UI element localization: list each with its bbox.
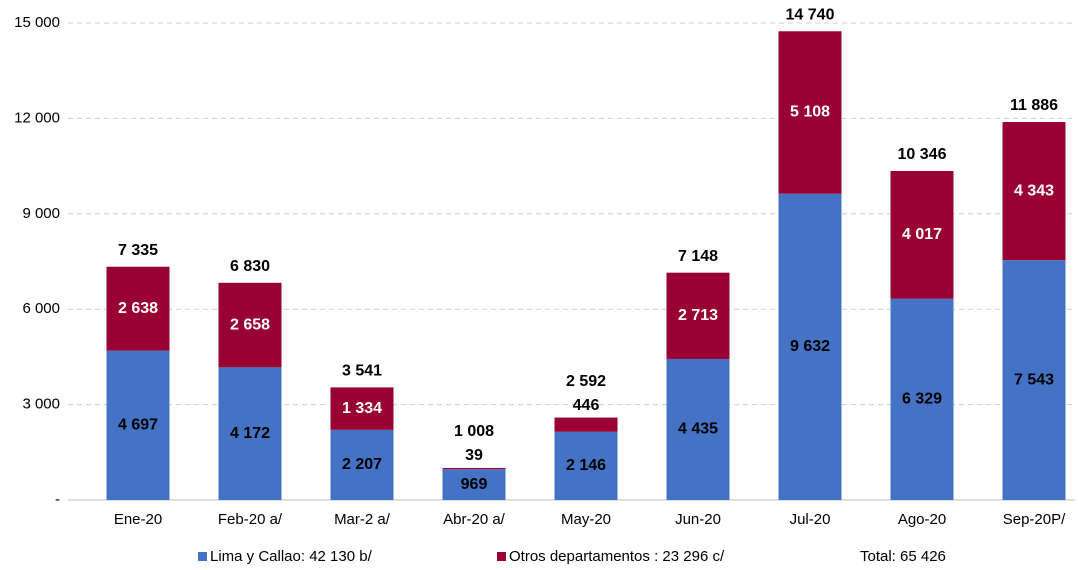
total-label: 10 346 <box>898 146 947 163</box>
y-tick-label: - <box>55 491 60 508</box>
data-label: 7 543 <box>1014 371 1054 388</box>
legend-label: Lima y Callao: 42 130 b/ <box>210 548 373 565</box>
data-label: 2 638 <box>118 300 158 317</box>
y-tick-label: 15 000 <box>14 14 60 31</box>
y-tick-label: 12 000 <box>14 109 60 126</box>
total-label: 7 148 <box>678 248 718 265</box>
total-label: 7 335 <box>118 242 158 259</box>
legend-label: Otros departamentos : 23 296 c/ <box>509 548 725 565</box>
bar-segment <box>442 467 506 470</box>
data-label: 4 017 <box>902 226 942 243</box>
bar-segment <box>330 387 394 430</box>
legend-swatch <box>198 552 207 561</box>
x-tick-label: Jul-20 <box>790 511 831 528</box>
bar-segment <box>666 272 730 359</box>
data-label: 4 697 <box>118 417 158 434</box>
data-label: 446 <box>573 397 600 414</box>
x-tick-label: Ago-20 <box>898 511 946 528</box>
x-tick-label: Ene-20 <box>114 511 162 528</box>
total-label: 3 541 <box>342 363 382 380</box>
x-tick-label: Abr-20 a/ <box>443 511 506 528</box>
y-tick-label: 3 000 <box>22 396 60 413</box>
bar-segment <box>330 429 394 500</box>
data-label: 6 329 <box>902 391 942 408</box>
y-tick-label: 9 000 <box>22 205 60 222</box>
legend-total: Total: 65 426 <box>860 548 946 565</box>
bar-segment <box>554 417 618 432</box>
bar-segment <box>106 350 170 500</box>
x-tick-label: Jun-20 <box>675 511 721 528</box>
bar-segment <box>218 367 282 500</box>
x-tick-label: May-20 <box>561 511 611 528</box>
bar-segment <box>218 282 282 368</box>
x-tick-label: Feb-20 a/ <box>218 511 283 528</box>
data-label: 5 108 <box>790 104 830 121</box>
data-label: 2 207 <box>342 456 382 473</box>
data-label: 2 146 <box>566 457 606 474</box>
bar-segment <box>106 266 170 351</box>
bar-segment <box>666 358 730 500</box>
data-label: 2 658 <box>230 316 270 333</box>
bar-segment <box>890 170 954 299</box>
data-label: 4 172 <box>230 425 270 442</box>
data-label: 4 435 <box>678 421 718 438</box>
bar-segment <box>778 193 842 500</box>
total-label: 2 592 <box>566 373 606 390</box>
x-tick-label: Sep-20P/ <box>1003 511 1066 528</box>
data-label: 969 <box>461 476 488 493</box>
total-label: 11 886 <box>1010 97 1058 114</box>
y-tick-label: 6 000 <box>22 300 60 317</box>
legend-swatch <box>497 552 506 561</box>
bar-segment <box>442 469 506 500</box>
data-label: 9 632 <box>790 338 830 355</box>
total-label: 14 740 <box>786 6 835 23</box>
total-label: 6 830 <box>230 258 270 275</box>
data-label: 1 334 <box>342 400 382 417</box>
bar-segment <box>778 31 842 194</box>
bar-segment <box>1002 260 1066 500</box>
x-tick-label: Mar-2 a/ <box>334 511 391 528</box>
total-label: 1 008 <box>454 423 494 440</box>
data-label: 2 713 <box>678 307 718 324</box>
data-label: 4 343 <box>1014 182 1054 199</box>
bar-segment <box>554 431 618 500</box>
data-label: 39 <box>465 447 483 464</box>
bar-segment <box>1002 122 1066 261</box>
bar-segment <box>890 298 954 500</box>
